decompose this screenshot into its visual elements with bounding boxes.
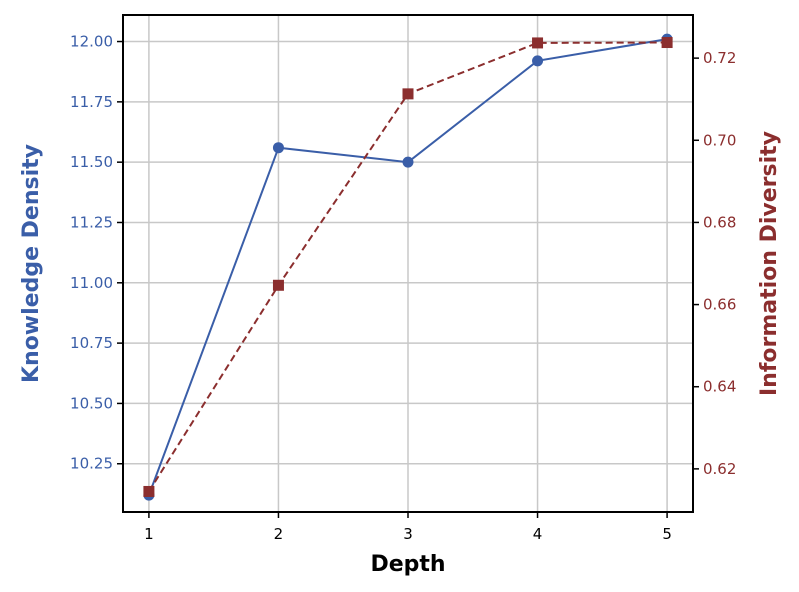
left-y-tick-label: 11.25 (70, 213, 113, 231)
information-diversity-point (143, 485, 155, 497)
x-tick-label: 4 (533, 525, 543, 543)
left-y-tick-label: 12.00 (70, 33, 113, 51)
ticks: 1 2 3 4 5 10.25 10.50 10.75 11.00 11.25 11.50 11.75… (70, 33, 736, 543)
left-y-tick-label: 11.50 (70, 153, 113, 171)
right-y-tick-label: 0.72 (703, 49, 736, 67)
knowledge-density-point (532, 55, 544, 67)
information-diversity-point (661, 37, 673, 49)
right-y-tick-label: 0.70 (703, 131, 736, 149)
knowledge-density-point (272, 142, 284, 154)
information-diversity-point (402, 88, 414, 100)
x-tick-label: 2 (274, 525, 284, 543)
information-diversity-point (532, 37, 544, 49)
right-y-tick-label: 0.68 (703, 213, 736, 231)
x-tick-label: 5 (662, 525, 672, 543)
series-layer (143, 33, 673, 501)
x-axis-title: Depth (370, 552, 445, 577)
x-tick-label: 3 (403, 525, 413, 543)
left-y-tick-label: 10.50 (70, 394, 113, 412)
left-y-axis-title: Knowledge Density (19, 144, 44, 383)
information-diversity-point (272, 279, 284, 291)
right-y-tick-label: 0.62 (703, 460, 736, 478)
knowledge-density-point (402, 156, 414, 168)
right-y-tick-label: 0.64 (703, 378, 736, 396)
left-y-tick-label: 10.25 (70, 455, 113, 473)
left-y-tick-label: 11.00 (70, 274, 113, 292)
left-y-tick-label: 11.75 (70, 93, 113, 111)
x-tick-label: 1 (144, 525, 154, 543)
left-y-tick-label: 10.75 (70, 334, 113, 352)
right-y-axis-title: Information Diversity (757, 131, 782, 396)
right-y-tick-label: 0.66 (703, 296, 736, 314)
